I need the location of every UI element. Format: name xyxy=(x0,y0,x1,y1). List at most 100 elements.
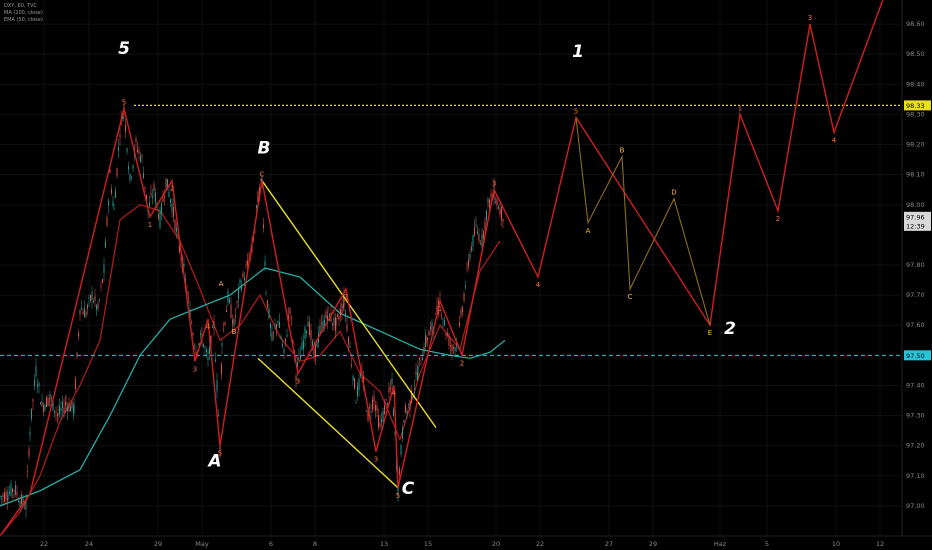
candle-body xyxy=(283,348,285,354)
candle-body xyxy=(322,320,324,331)
candle-body xyxy=(430,326,431,329)
count-label-2: 2 xyxy=(170,185,174,193)
x-tick-label: May xyxy=(195,540,209,548)
candle-body xyxy=(215,359,216,362)
elliott-wave-projection[interactable] xyxy=(0,0,885,537)
candle-body xyxy=(2,494,4,498)
candle-body xyxy=(165,178,167,189)
candle-body xyxy=(63,407,65,413)
candle-body xyxy=(406,410,408,414)
candle-body xyxy=(236,301,238,303)
candle-body xyxy=(260,178,262,182)
candle-body xyxy=(453,347,454,349)
y-tick-label: 97.30 xyxy=(906,412,925,420)
horizontal-levels[interactable] xyxy=(0,104,902,356)
candle-body xyxy=(41,401,43,406)
corrective-label-C: C xyxy=(628,293,633,301)
candle-body xyxy=(97,303,99,309)
candle-body xyxy=(315,344,316,357)
candle-body xyxy=(460,310,462,316)
candle-body xyxy=(391,378,393,385)
candle-body xyxy=(140,155,141,162)
candle-body xyxy=(427,337,428,341)
candle-body xyxy=(241,284,242,290)
y-tick-label: 97.60 xyxy=(906,321,925,329)
candle-body xyxy=(367,409,369,422)
candle-body xyxy=(226,310,227,313)
candle-body xyxy=(463,293,465,301)
candle-body xyxy=(358,378,360,390)
candle-body xyxy=(68,403,70,411)
candle-body xyxy=(499,208,501,215)
candle-body xyxy=(435,313,436,315)
x-tick-label: 8 xyxy=(313,540,317,548)
candle-body xyxy=(441,315,442,316)
candle-body xyxy=(285,338,286,342)
candle-body xyxy=(75,378,76,389)
candle-body xyxy=(221,343,223,346)
corrective-label-A: A xyxy=(586,227,591,235)
wave-label-A: A xyxy=(206,452,221,472)
candle-body xyxy=(341,303,343,314)
wave-label-C: C xyxy=(402,479,415,499)
price-tag-label: 98.33 xyxy=(906,102,925,110)
candle-body xyxy=(4,492,5,502)
candle-body xyxy=(35,365,37,377)
price-tag-label: 97.50 xyxy=(906,352,925,360)
candle-body xyxy=(428,331,430,336)
candle-body xyxy=(502,219,504,222)
x-tick-label: 13 xyxy=(380,540,388,548)
candle-body xyxy=(247,260,248,266)
candle-body xyxy=(177,233,179,235)
candle-body xyxy=(238,289,239,300)
candle-body xyxy=(291,318,292,319)
candle-body xyxy=(273,331,274,333)
candle-body xyxy=(219,442,221,451)
candle-body xyxy=(164,195,165,198)
wave-label-B: B xyxy=(258,139,271,159)
candle-body xyxy=(276,324,277,329)
candle-body xyxy=(131,177,132,178)
candle-body xyxy=(399,468,400,476)
ma200-line xyxy=(0,204,501,537)
wave-corrective-path xyxy=(575,117,711,326)
candle-body xyxy=(51,397,52,399)
candle-body xyxy=(301,342,303,350)
count-label-3: 3 xyxy=(374,456,378,464)
legend-ma: MA (200, close) xyxy=(4,10,43,16)
candle-body xyxy=(116,168,118,177)
candle-body xyxy=(423,346,425,354)
candle-body xyxy=(94,296,96,301)
candle-body xyxy=(158,214,159,219)
candle-body xyxy=(469,253,471,259)
candle-body xyxy=(474,227,475,236)
candle-body xyxy=(170,199,171,203)
candle-body xyxy=(307,321,309,327)
candle-body xyxy=(13,490,15,491)
candle-body xyxy=(167,179,168,190)
candle-body xyxy=(207,357,209,361)
y-tick-label: 98.40 xyxy=(906,80,925,88)
candle-body xyxy=(200,333,201,336)
candle-body xyxy=(270,324,271,328)
candle-body xyxy=(173,207,174,217)
corrective-label-E: E xyxy=(708,329,712,337)
candle-body xyxy=(417,366,419,377)
candle-body xyxy=(24,507,25,509)
candle-body xyxy=(292,340,294,345)
price-axis: 97.00 97.10 97.20 97.30 97.40 97.60 97.70 97.80… xyxy=(901,0,932,550)
candle-body xyxy=(7,494,9,500)
candle-body xyxy=(115,190,116,198)
candle-body xyxy=(59,406,60,414)
candle-body xyxy=(289,308,291,314)
candle-body xyxy=(198,343,200,346)
candle-body xyxy=(496,199,498,206)
candle-body xyxy=(338,315,340,320)
candle-body xyxy=(330,312,332,322)
candle-body xyxy=(414,388,415,390)
candle-body xyxy=(303,340,304,350)
candle-body xyxy=(263,224,264,229)
candle-body xyxy=(218,415,219,416)
